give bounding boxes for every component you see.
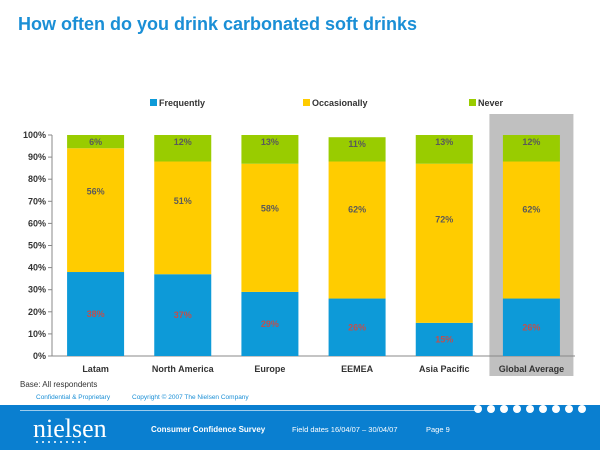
x-tick-label: EEMEA [341,364,374,374]
data-label: 58% [261,204,279,214]
data-label: 12% [174,137,192,147]
bar-never-europe [241,135,299,164]
data-label: 13% [435,137,453,147]
legend-label: Frequently [159,98,205,108]
x-tick-label: North America [152,364,215,374]
field-dates: Field dates 16/04/07 – 30/04/07 [292,425,398,434]
footer-divider [20,410,480,411]
bar-occasionally-europe [241,163,299,292]
bar-occasionally-north-america [154,161,212,275]
footer-dot [578,405,586,413]
y-tick-label: 40% [28,263,46,273]
legend-swatch [303,99,310,106]
bar-never-asia-pacific [415,135,473,164]
footer-dot [526,405,534,413]
data-label: 37% [174,310,192,320]
legend-label: Occasionally [312,98,368,108]
footer-dot [513,405,521,413]
data-label: 15% [435,334,453,344]
bar-occasionally-latam [67,148,125,273]
bar-never-north-america [154,135,212,162]
data-label: 6% [89,137,102,147]
bar-occasionally-global-average [502,161,560,299]
bar-never-global-average [502,135,560,162]
logo-dot [60,441,62,443]
y-tick-label: 20% [28,307,46,317]
legend-swatch [150,99,157,106]
x-tick-label: Latam [82,364,109,374]
logo-dot [42,441,44,443]
data-label: 26% [348,322,366,332]
y-tick-label: 10% [28,329,46,339]
bar-occasionally-asia-pacific [415,163,473,323]
bar-never-eemea [328,137,386,162]
footer-dots [474,405,586,413]
x-tick-label: Europe [254,364,285,374]
bar-frequently-europe [241,291,299,356]
x-tick-label: Asia Pacific [419,364,470,374]
logo-dot [36,441,38,443]
logo-dot [72,441,74,443]
legend-swatch [469,99,476,106]
data-label: 13% [261,137,279,147]
y-tick-label: 100% [23,130,46,140]
y-tick-label: 0% [33,351,46,361]
bar-occasionally-eemea [328,161,386,299]
logo-dot [54,441,56,443]
survey-name: Consumer Confidence Survey [151,425,266,434]
page-title: How often do you drink carbonated soft d… [18,14,418,34]
bar-frequently-global-average [502,298,560,356]
footer-bar [0,405,600,450]
page-number: Page 9 [426,425,450,434]
footer-dot [539,405,547,413]
y-tick-label: 30% [28,285,46,295]
footer-dot [565,405,573,413]
y-tick-label: 70% [28,196,46,206]
logo-dot [48,441,50,443]
logo-dot [78,441,80,443]
bar-frequently-asia-pacific [415,322,473,356]
data-label: 26% [522,322,540,332]
logo-dot [66,441,68,443]
nielsen-logo: nielsen [33,414,107,443]
data-label: 12% [522,137,540,147]
y-tick-label: 50% [28,241,46,251]
bar-frequently-north-america [154,274,212,356]
data-label: 72% [435,214,453,224]
data-label: 38% [87,309,105,319]
bar-frequently-eemea [328,298,386,356]
confidential-text: Confidential & Proprietary [36,394,111,401]
legend-label: Never [478,98,504,108]
bar-frequently-latam [67,272,125,356]
logo-dot [84,441,86,443]
y-tick-label: 80% [28,174,46,184]
data-label: 62% [348,204,366,214]
footer-dot [487,405,495,413]
data-label: 62% [522,204,540,214]
footer-dot [474,405,482,413]
data-label: 29% [261,319,279,329]
copyright-text: Copyright © 2007 The Nielsen Company [132,394,249,401]
x-tick-label: Global Average [499,364,564,374]
stacked-bar-chart: 0% 10% 20% 30% 40% 50% 60% 70% 80% 90% 100% 38% 56% 6… [23,98,575,376]
y-tick-label: 90% [28,152,46,162]
data-label: 51% [174,196,192,206]
footer-dot [500,405,508,413]
y-tick-label: 60% [28,218,46,228]
data-label: 56% [87,187,105,197]
base-note: Base: All respondents [20,380,98,389]
logo-dots [36,441,86,443]
footer-dot [552,405,560,413]
bar-never-latam [67,135,125,149]
data-label: 11% [348,139,366,149]
